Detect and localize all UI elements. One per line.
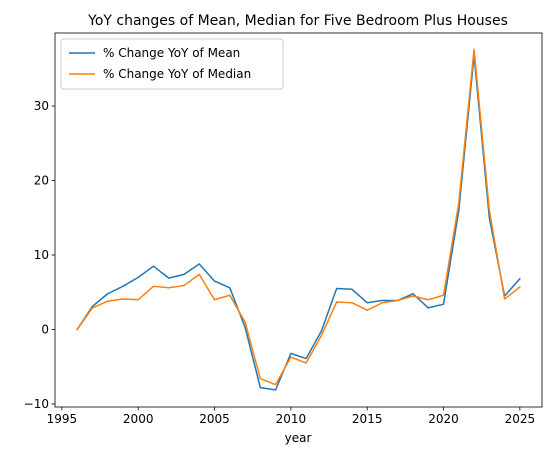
chart-title: YoY changes of Mean, Median for Five Bed… <box>87 13 508 29</box>
legend-entry-label: % Change YoY of Mean <box>103 46 240 60</box>
x-axis-label: year <box>285 431 312 445</box>
x-tick-label: 2025 <box>505 412 536 426</box>
x-tick-label: 2000 <box>123 412 154 426</box>
series-line-median <box>76 48 521 386</box>
legend: % Change YoY of Mean % Change YoY of Medi… <box>60 38 284 90</box>
y-tick-label: −10 <box>24 397 49 411</box>
x-tick-label: 2010 <box>276 412 307 426</box>
legend-box <box>60 38 284 90</box>
y-tick-label: 20 <box>34 174 49 188</box>
plot-frame <box>54 32 543 408</box>
series-layer <box>76 48 521 391</box>
x-tick-label: 2005 <box>199 412 230 426</box>
x-tick-label: 1995 <box>47 412 78 426</box>
x-tick-label: 2015 <box>352 412 383 426</box>
legend-entry-label: % Change YoY of Median <box>103 67 251 81</box>
y-tick-label: 30 <box>34 99 49 113</box>
x-tick-label: 2020 <box>428 412 459 426</box>
series-line-mean <box>76 54 521 391</box>
y-tick-label: 0 <box>41 323 49 337</box>
plot-area <box>55 33 542 407</box>
y-tick-label: 10 <box>34 248 49 262</box>
axes-layer: 1995 2000 2005 2010 2015 2020 2025 −10 0 10 20 30 <box>24 32 543 426</box>
